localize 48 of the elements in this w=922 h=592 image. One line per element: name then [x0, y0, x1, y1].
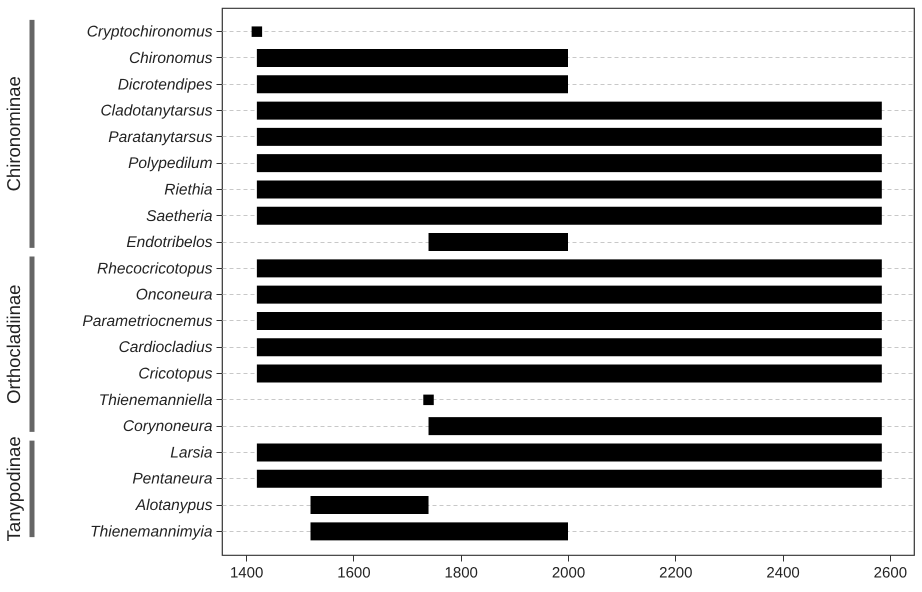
bar — [256, 443, 882, 462]
y-tick-label: Corynoneura — [122, 418, 213, 436]
bar — [256, 102, 882, 120]
x-tick-label: 2000 — [552, 564, 586, 582]
bar — [428, 233, 568, 252]
bar — [256, 364, 882, 383]
bar — [256, 75, 568, 94]
y-tick-label: Cricotopus — [138, 366, 213, 383]
x-tick-label: 2200 — [659, 564, 692, 582]
x-tick-label: 1600 — [337, 564, 371, 582]
x-tick-label: 1800 — [444, 564, 478, 582]
bar — [256, 312, 882, 330]
y-tick-label: Riethia — [164, 181, 213, 198]
text: Tanypodinae — [3, 436, 24, 542]
bar — [256, 180, 882, 198]
bar — [428, 417, 882, 436]
y-tick-label: Onconeura — [136, 286, 213, 304]
y-tick-label: Alotanypus — [134, 497, 213, 514]
bar — [310, 522, 568, 540]
bar — [256, 128, 882, 146]
y-tick-label: Rhecocricotopus — [97, 260, 213, 278]
y-tick-label: Polypedilum — [128, 155, 213, 172]
text: Orthocladiinae — [3, 284, 24, 404]
y-tick-label: Thienemannimyia — [90, 523, 213, 540]
bar — [256, 154, 882, 172]
bar — [256, 259, 882, 278]
bar — [256, 338, 882, 356]
y-tick-label: Dicrotendipes — [118, 76, 213, 94]
y-tick-label: Endotribelos — [126, 234, 213, 252]
y-tick-label: Parametriocnemus — [82, 312, 213, 330]
y-tick-label: Saetheria — [146, 208, 213, 225]
y-tick-label: Thienemanniella — [98, 392, 213, 409]
x-tick-label: 2400 — [766, 564, 800, 582]
bar — [256, 286, 882, 304]
y-tick-label: Cardiocladius — [118, 339, 213, 356]
y-tick-label: Paratanytarsus — [108, 128, 213, 146]
text: Chironominae — [3, 76, 24, 192]
y-tick-label: Chironomus — [128, 50, 213, 67]
bar — [256, 48, 568, 67]
y-tick-label: Cladotanytarsus — [100, 102, 213, 120]
bar — [256, 206, 882, 225]
bar — [256, 470, 882, 488]
y-tick-label: Larsia — [170, 444, 213, 462]
y-tick-label: Pentaneura — [132, 470, 213, 488]
y-tick-label: Cryptochironomus — [86, 24, 213, 41]
x-tick-label: 2600 — [874, 564, 908, 582]
x-tick-label: 1400 — [230, 564, 264, 582]
bar — [310, 496, 429, 514]
